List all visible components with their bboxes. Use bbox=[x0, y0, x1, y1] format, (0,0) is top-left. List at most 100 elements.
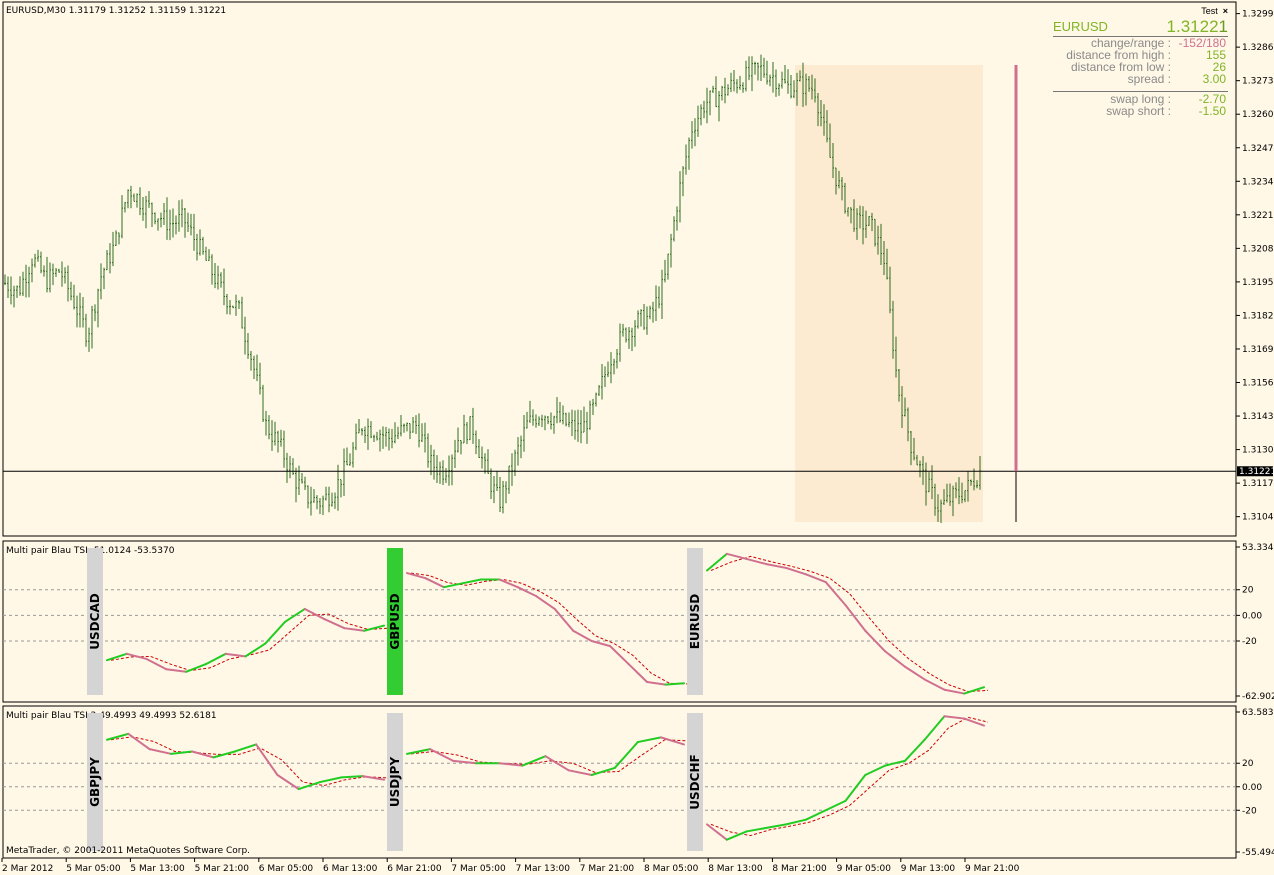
symbol-name: EURUSD bbox=[1053, 19, 1108, 34]
tsi-line-segment bbox=[224, 652, 247, 658]
chart-title: EURUSD,M30 1.31179 1.31252 1.31159 1.312… bbox=[6, 6, 226, 16]
tsi-signal-line bbox=[110, 736, 389, 787]
tsi-line-segment bbox=[923, 715, 946, 741]
tsi-line-segment bbox=[106, 732, 130, 741]
price-pip: 1 bbox=[1218, 17, 1228, 36]
time-tick-label: 5 Mar 21:00 bbox=[195, 864, 250, 874]
swap-label: swap short : bbox=[1106, 104, 1171, 118]
stat-label: spread : bbox=[1127, 72, 1171, 86]
price-tick-label: 1.31825 bbox=[1242, 311, 1274, 321]
tsi-line-segment bbox=[212, 750, 236, 759]
tsi-line-segment bbox=[452, 759, 478, 765]
time-tick-label: 5 Mar 05:00 bbox=[66, 864, 121, 874]
tsi-line-segment bbox=[706, 552, 728, 572]
panel-frame-1 bbox=[2, 540, 1237, 703]
tsi-line-segment bbox=[169, 750, 194, 755]
tsi-line-segment bbox=[204, 652, 227, 666]
tsi-line-segment bbox=[303, 607, 326, 621]
stat-row: distance from low : 26 bbox=[1053, 61, 1228, 73]
current-price-box bbox=[1237, 466, 1273, 477]
time-tick-label: 8 Mar 21:00 bbox=[772, 864, 827, 874]
tsi-line-segment bbox=[521, 755, 547, 767]
ind-tick-label: -20 bbox=[1242, 806, 1257, 816]
tsi-line-segment bbox=[804, 573, 827, 584]
tsi-line-segment bbox=[516, 586, 538, 598]
tsi-line-segment bbox=[125, 652, 148, 660]
tsi-line-segment bbox=[943, 715, 966, 720]
tsi-line-segment bbox=[424, 577, 445, 589]
price-tick-label: 1.31565 bbox=[1242, 379, 1274, 389]
tsi-line-segment bbox=[284, 607, 306, 623]
tsi-line-segment bbox=[785, 566, 807, 576]
tsi-line-segment bbox=[613, 741, 639, 769]
tsi-line-segment bbox=[340, 775, 364, 779]
price-tick-label: 1.32215 bbox=[1242, 211, 1274, 221]
stat-value: -152/180 bbox=[1178, 36, 1226, 50]
tsi-line-segment bbox=[725, 830, 748, 841]
tsi-line-segment bbox=[361, 775, 385, 781]
time-tick-label: 2 Mar 2012 bbox=[2, 864, 53, 874]
symbol-row: EURUSD 1.31221 bbox=[1053, 18, 1228, 35]
tsi-line-segment bbox=[106, 652, 128, 662]
tsi-line-segment bbox=[572, 629, 593, 643]
tsi-line-segment bbox=[244, 642, 267, 658]
close-icon[interactable]: × bbox=[1222, 6, 1228, 16]
swap-rows: swap long : -2.70 swap short : -1.50 bbox=[1053, 91, 1228, 117]
ind-tick-label: 0.00 bbox=[1242, 783, 1262, 793]
swap-row: swap long : -2.70 bbox=[1053, 93, 1228, 105]
info-rows: change/range : -152/180 distance from high… bbox=[1053, 37, 1228, 85]
tsi-line-segment bbox=[498, 762, 524, 767]
info-panel: Test × EURUSD 1.31221 change/range : -152/… bbox=[1053, 5, 1228, 117]
price-tick-label: 1.32085 bbox=[1242, 244, 1274, 254]
swap-value: -2.70 bbox=[1198, 92, 1226, 106]
tsi-line-segment bbox=[963, 686, 985, 695]
price-tick-label: 1.32475 bbox=[1242, 144, 1274, 154]
tsi-line-segment bbox=[844, 773, 867, 802]
stat-value: 155 bbox=[1205, 48, 1226, 62]
tsi-line-segment bbox=[824, 581, 847, 607]
ind-tick-label: -20 bbox=[1242, 637, 1257, 647]
tsi-signal-line bbox=[710, 716, 989, 837]
tsi-line-segment bbox=[233, 743, 258, 753]
tsi-signal-line bbox=[110, 613, 389, 671]
tsi-line-segment bbox=[276, 773, 300, 791]
tsi-line-segment bbox=[590, 640, 612, 648]
tsi-line-segment bbox=[725, 552, 748, 560]
footer-copyright: MetaTrader, © 2001-2011 MetaQuotes Softw… bbox=[6, 846, 250, 856]
tsi-line-segment bbox=[553, 607, 575, 632]
time-tick-label: 6 Mar 21:00 bbox=[387, 864, 442, 874]
tsi-line-segment bbox=[745, 557, 768, 566]
price-tick-label: 1.31955 bbox=[1242, 278, 1274, 288]
tsi-line-segment bbox=[824, 799, 847, 812]
tsi-line-segment bbox=[498, 578, 519, 589]
price-tick-label: 1.32735 bbox=[1242, 77, 1274, 87]
pair-label: USDCHF bbox=[688, 754, 702, 809]
tsi-line-segment bbox=[659, 736, 685, 746]
tsi-line-segment bbox=[864, 629, 887, 653]
indicator-title: Multi pair Blau TSI 2 49.4993 49.4993 52… bbox=[6, 711, 217, 721]
pair-label-block bbox=[387, 713, 403, 851]
tsi-line-segment bbox=[145, 657, 168, 671]
tsi-line-segment bbox=[165, 668, 188, 673]
stat-label: distance from high : bbox=[1066, 48, 1171, 62]
time-tick-label: 6 Mar 13:00 bbox=[323, 864, 378, 874]
tsi-line-segment bbox=[127, 732, 151, 751]
price-tick-label: 1.31305 bbox=[1242, 446, 1274, 456]
tsi-line-segment bbox=[884, 650, 906, 668]
time-tick-label: 8 Mar 05:00 bbox=[644, 864, 699, 874]
tsi-line-segment bbox=[185, 663, 207, 673]
ind-tick-label: 0.00 bbox=[1242, 611, 1262, 621]
tsi-line-segment bbox=[590, 766, 616, 776]
swap-row: swap short : -1.50 bbox=[1053, 105, 1228, 117]
pair-label: GBPUSD bbox=[388, 593, 402, 649]
ind-tick-label: 53.3343 bbox=[1242, 543, 1274, 553]
tsi-line-segment bbox=[461, 578, 482, 585]
tsi-line-segment bbox=[255, 743, 279, 776]
tsi-line-segment bbox=[406, 572, 427, 580]
stat-row: change/range : -152/180 bbox=[1053, 37, 1228, 49]
panel-frame-0 bbox=[2, 1, 1237, 537]
time-tick-label: 9 Mar 05:00 bbox=[837, 864, 892, 874]
tsi-line-segment bbox=[627, 663, 649, 684]
tsi-line-segment bbox=[406, 748, 432, 755]
